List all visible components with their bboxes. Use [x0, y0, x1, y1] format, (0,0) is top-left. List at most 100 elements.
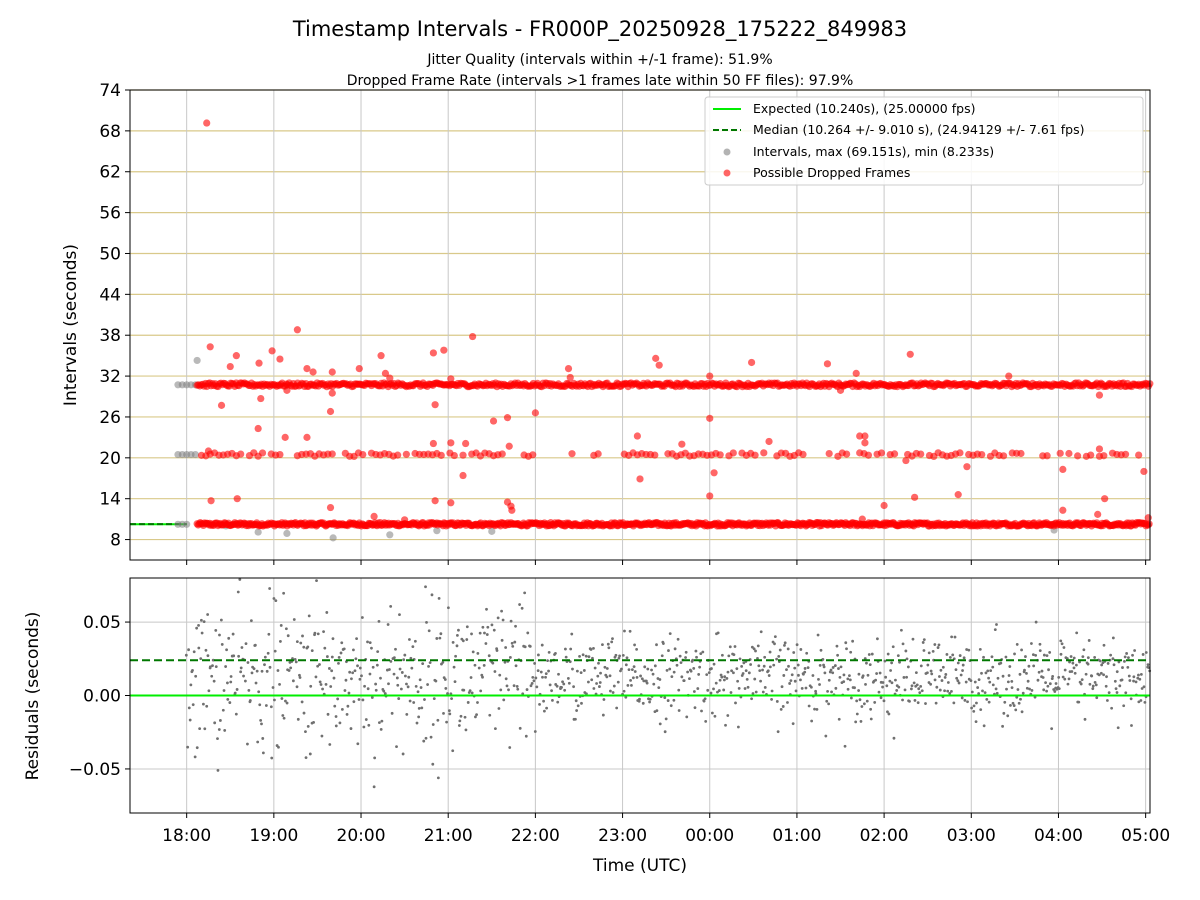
dropped-frame-point	[1087, 451, 1095, 459]
residual-point	[762, 664, 766, 668]
residual-point	[975, 701, 978, 705]
residual-point	[1123, 655, 1127, 659]
residual-point	[258, 703, 262, 707]
dropped-frame-point	[402, 450, 410, 458]
legend-box	[704, 96, 1144, 186]
residual-point	[592, 646, 595, 650]
residual-point	[476, 701, 479, 704]
residual-point	[1034, 654, 1038, 657]
residual-point	[1094, 683, 1098, 687]
residual-point	[302, 711, 306, 715]
residual-point	[1006, 714, 1010, 718]
residual-point	[448, 712, 452, 716]
residual-point	[1030, 689, 1034, 692]
residual-point	[260, 669, 264, 673]
dropped-frame-point	[531, 409, 539, 417]
residual-point	[308, 752, 312, 756]
residual-point	[720, 653, 724, 657]
residual-point	[702, 699, 706, 703]
residual-point	[1090, 674, 1094, 678]
residual-point	[463, 715, 467, 719]
residual-point	[400, 671, 404, 674]
residual-point	[1077, 700, 1081, 704]
residual-point	[350, 677, 353, 681]
residual-point	[910, 684, 914, 688]
residual-point	[938, 688, 942, 692]
dropped-frame-point	[469, 332, 477, 341]
dropped-frame-point	[232, 352, 240, 360]
residual-point	[1031, 653, 1035, 657]
residual-point	[534, 676, 538, 680]
residual-point	[304, 730, 307, 734]
residual-point	[869, 717, 873, 721]
residual-point	[250, 671, 254, 675]
residual-point	[540, 643, 544, 647]
residual-point	[827, 702, 831, 706]
residual-point	[1116, 726, 1120, 730]
dropped-frame-point	[678, 440, 686, 448]
residual-point	[395, 676, 399, 680]
residual-point	[223, 729, 227, 732]
dropped-frame-point	[877, 449, 886, 457]
residual-point	[461, 639, 465, 643]
intervals-panel: 8 14 20 26 32 38 44 50 56 62 68 74 Intervals (secon…	[61, 81, 1154, 565]
residual-point	[406, 685, 410, 689]
residual-point	[334, 715, 338, 718]
residual-point	[1032, 664, 1036, 668]
residual-point	[814, 689, 818, 693]
residual-point	[532, 679, 536, 683]
residual-point	[528, 644, 532, 648]
residual-point	[790, 673, 794, 677]
residual-point	[450, 697, 453, 701]
residual-point	[802, 672, 805, 676]
residual-point	[900, 628, 903, 632]
residual-point	[409, 656, 413, 660]
residual-point	[300, 700, 304, 704]
residual-point	[733, 645, 737, 648]
residual-point	[421, 662, 425, 666]
residual-point	[363, 684, 366, 688]
residual-point	[1009, 703, 1012, 707]
residual-point	[200, 631, 204, 635]
residual-point	[199, 657, 203, 661]
residual-point	[451, 749, 455, 753]
residual-point	[740, 664, 744, 668]
residual-point	[728, 645, 732, 649]
dropped-frame-point	[1140, 467, 1148, 476]
residual-point	[458, 719, 462, 723]
residual-point	[1111, 657, 1115, 661]
residual-point	[187, 648, 190, 652]
dropped-frame-point	[359, 450, 367, 459]
residual-point	[487, 654, 491, 658]
residual-point	[246, 661, 250, 664]
residual-point	[1114, 687, 1118, 691]
residual-point	[691, 658, 695, 662]
dropped-frame-point	[1095, 445, 1104, 453]
residual-point	[289, 666, 293, 670]
dropped-frame-point	[1059, 465, 1067, 474]
residual-point	[301, 634, 304, 638]
residual-point	[394, 647, 397, 651]
intervals-y-tick-label: 20	[99, 449, 121, 469]
residual-point	[358, 677, 362, 681]
residual-point	[869, 707, 873, 711]
residual-point	[1016, 688, 1020, 691]
residual-point	[239, 666, 243, 670]
residual-point	[827, 678, 831, 682]
residual-point	[1042, 688, 1046, 692]
residual-point	[718, 678, 722, 682]
residual-point	[842, 673, 846, 677]
x-tick-label: 22:00	[511, 826, 560, 846]
residual-point	[259, 718, 263, 722]
residual-point	[860, 705, 864, 708]
residual-point	[1137, 700, 1141, 704]
residual-point	[244, 642, 248, 646]
residual-point	[407, 675, 411, 679]
residual-point	[282, 591, 286, 595]
residual-point	[546, 659, 549, 663]
residual-point	[939, 668, 943, 672]
residual-point	[919, 664, 923, 668]
dropped-frame-point	[636, 475, 644, 483]
residual-point	[340, 641, 344, 645]
dropped-frame-point	[799, 450, 807, 459]
